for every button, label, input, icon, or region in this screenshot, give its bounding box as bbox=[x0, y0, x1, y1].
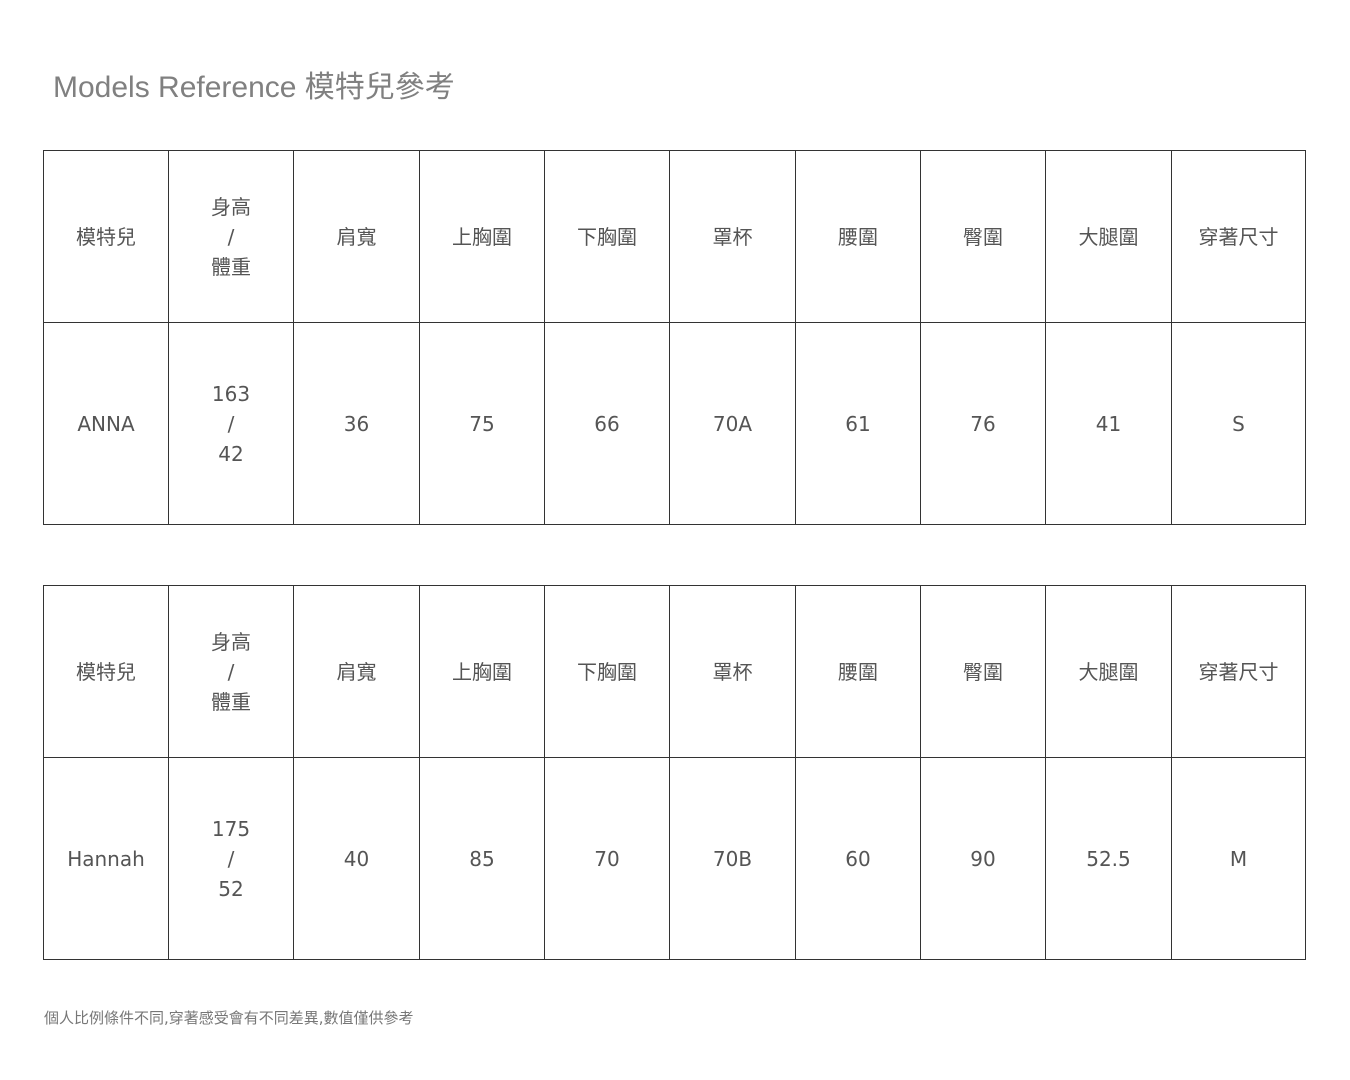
header-under-bust: 下胸圍 bbox=[544, 150, 670, 323]
shoulder: 40 bbox=[293, 757, 420, 960]
cup: 70B bbox=[669, 757, 796, 960]
model-name: Hannah bbox=[43, 757, 169, 960]
model-table-hannah: 模特兒 身高 / 體重 肩寬 上胸圍 下胸圍 罩杯 腰圍 臀圍 大腿圍 穿著尺寸 H… bbox=[43, 585, 1306, 960]
header-height-weight: 身高 / 體重 bbox=[168, 150, 294, 323]
under-bust: 66 bbox=[544, 322, 670, 525]
header-size: 穿著尺寸 bbox=[1171, 585, 1306, 758]
hip: 90 bbox=[920, 757, 1046, 960]
header-waist: 腰圍 bbox=[795, 150, 921, 323]
hip: 76 bbox=[920, 322, 1046, 525]
header-size: 穿著尺寸 bbox=[1171, 150, 1306, 323]
header-thigh: 大腿圍 bbox=[1045, 585, 1172, 758]
disclaimer-note: 個人比例條件不同,穿著感受會有不同差異,數值僅供參考 bbox=[44, 1009, 414, 1027]
header-row: 模特兒 身高 / 體重 肩寬 上胸圍 下胸圍 罩杯 腰圍 臀圍 大腿圍 穿著尺寸 bbox=[43, 585, 1306, 758]
shoulder: 36 bbox=[293, 322, 420, 525]
header-model: 模特兒 bbox=[43, 150, 169, 323]
table-row: ANNA 163/42 36 75 66 70A 61 76 41 S bbox=[43, 322, 1306, 525]
upper-bust: 85 bbox=[419, 757, 545, 960]
header-waist: 腰圍 bbox=[795, 585, 921, 758]
model-name: ANNA bbox=[43, 322, 169, 525]
upper-bust: 75 bbox=[419, 322, 545, 525]
waist: 61 bbox=[795, 322, 921, 525]
header-height-weight: 身高 / 體重 bbox=[168, 585, 294, 758]
header-upper-bust: 上胸圍 bbox=[419, 150, 545, 323]
header-hip: 臀圍 bbox=[920, 585, 1046, 758]
model-table-anna: 模特兒 身高 / 體重 肩寬 上胸圍 下胸圍 罩杯 腰圍 臀圍 大腿圍 穿著尺寸 A… bbox=[43, 150, 1306, 525]
header-shoulder: 肩寬 bbox=[293, 150, 420, 323]
table-row: Hannah 175/52 40 85 70 70B 60 90 52.5 M bbox=[43, 757, 1306, 960]
header-thigh: 大腿圍 bbox=[1045, 150, 1172, 323]
header-upper-bust: 上胸圍 bbox=[419, 585, 545, 758]
header-row: 模特兒 身高 / 體重 肩寬 上胸圍 下胸圍 罩杯 腰圍 臀圍 大腿圍 穿著尺寸 bbox=[43, 150, 1306, 323]
header-model: 模特兒 bbox=[43, 585, 169, 758]
under-bust: 70 bbox=[544, 757, 670, 960]
header-hip: 臀圍 bbox=[920, 150, 1046, 323]
thigh: 41 bbox=[1045, 322, 1172, 525]
waist: 60 bbox=[795, 757, 921, 960]
thigh: 52.5 bbox=[1045, 757, 1172, 960]
header-shoulder: 肩寬 bbox=[293, 585, 420, 758]
size: S bbox=[1171, 322, 1306, 525]
header-under-bust: 下胸圍 bbox=[544, 585, 670, 758]
height-weight: 175/52 bbox=[168, 757, 294, 960]
height-weight: 163/42 bbox=[168, 322, 294, 525]
cup: 70A bbox=[669, 322, 796, 525]
header-cup: 罩杯 bbox=[669, 585, 796, 758]
page-title: Models Reference 模特兒參考 bbox=[53, 71, 455, 104]
header-cup: 罩杯 bbox=[669, 150, 796, 323]
size: M bbox=[1171, 757, 1306, 960]
